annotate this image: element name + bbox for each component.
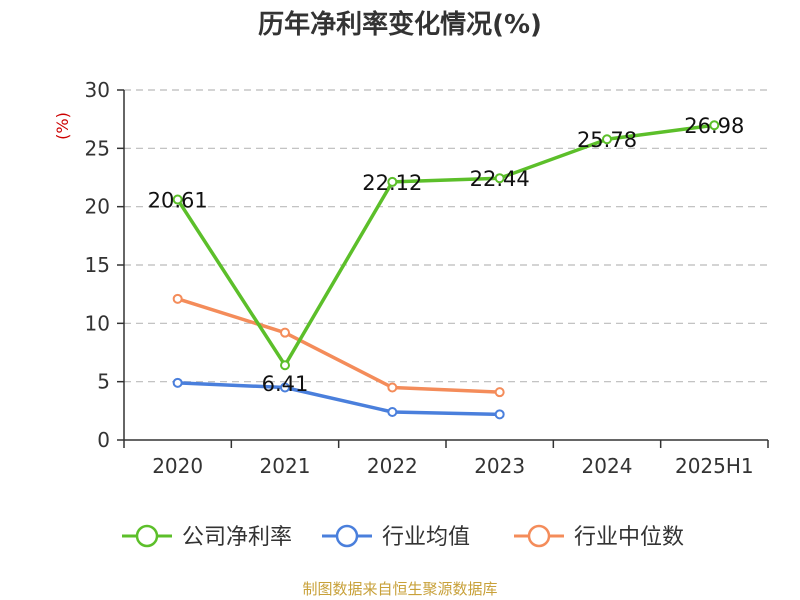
x-tick-label-2024: 2024: [582, 454, 633, 478]
x-tick-label-2022: 2022: [367, 454, 418, 478]
legend-label: 行业均值: [382, 525, 470, 550]
legend-swatch-marker: [135, 524, 159, 548]
chart-title: 历年净利率变化情况(%): [258, 9, 542, 40]
data-point-0-1[interactable]: [280, 360, 290, 371]
data-labels: 20.61 6.41 22.12 22.44 25.78 26.98: [148, 114, 745, 396]
data-label-0-5: 26.98: [684, 114, 744, 138]
series-0: [172, 120, 720, 371]
y-tick-label: 25: [85, 136, 110, 160]
legend-label: 行业中位数: [574, 525, 684, 550]
y-axis-unit-label: (%): [53, 112, 72, 140]
y-tick-label: 0: [97, 428, 110, 452]
series-lines: [172, 120, 720, 420]
data-point-2-3[interactable]: [494, 387, 505, 398]
data-point-0-0[interactable]: [172, 194, 183, 205]
legend-swatch-marker: [527, 524, 551, 548]
y-tick-label: 5: [97, 370, 110, 394]
data-label-0-0: 20.61: [148, 189, 208, 213]
y-tick-label: 15: [85, 253, 110, 277]
data-point-1-2[interactable]: [387, 407, 398, 417]
data-point-1-1[interactable]: [280, 382, 290, 393]
x-tick-label-2023: 2023: [474, 454, 525, 478]
data-point-1-0[interactable]: [172, 377, 183, 388]
series-2: [172, 293, 505, 398]
series-line-2: [177, 297, 500, 394]
legend-item-1[interactable]: 行业均值: [322, 524, 470, 550]
data-point-0-2[interactable]: [387, 176, 398, 187]
data-label-0-1: 6.41: [262, 372, 309, 396]
data-point-0-3[interactable]: [494, 173, 505, 184]
legend-item-2[interactable]: 行业中位数: [514, 524, 684, 550]
x-tick-label-2020: 2020: [152, 454, 203, 478]
data-point-0-4[interactable]: [602, 134, 612, 145]
y-tick-label: 10: [85, 311, 110, 335]
x-tick-label-2021: 2021: [260, 454, 311, 478]
legend[interactable]: 公司净利率 行业均值 行业中位数: [122, 524, 684, 550]
grid-lines: [124, 89, 768, 383]
legend-label: 公司净利率: [182, 525, 292, 550]
data-point-2-2[interactable]: [387, 382, 398, 393]
y-tick-label: 30: [85, 78, 110, 102]
data-source-note: 制图数据来自恒生聚源数据库: [302, 580, 497, 598]
data-label-0-2: 22.12: [362, 171, 422, 195]
data-label-0-3: 22.44: [470, 167, 530, 191]
series-line-1: [177, 381, 500, 417]
series-line-0: [176, 123, 715, 367]
data-label-0-4: 25.78: [577, 128, 637, 152]
series-1: [172, 377, 505, 420]
legend-item-0[interactable]: 公司净利率: [122, 524, 292, 550]
data-point-0-5[interactable]: [709, 120, 720, 131]
data-point-1-3[interactable]: [494, 409, 505, 420]
y-tick-label: 20: [85, 195, 110, 219]
legend-swatch-marker: [335, 524, 359, 548]
x-tick-label-2025H1: 2025H1: [675, 454, 754, 478]
axes: 0 5 10 15 20 25 30 2020 2021 2022 2023 2024 2025H1: [85, 78, 769, 478]
data-point-2-1[interactable]: [280, 327, 290, 338]
data-point-2-0[interactable]: [172, 293, 183, 304]
